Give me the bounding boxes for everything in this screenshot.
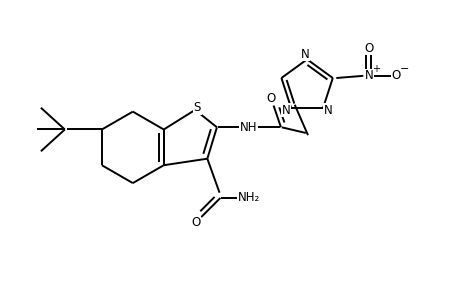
Text: NH₂: NH₂ [238,191,260,204]
Text: N: N [282,104,290,117]
Text: S: S [193,101,201,114]
Text: −: − [400,64,409,74]
Text: O: O [191,216,200,229]
Text: +: + [372,64,380,74]
Text: N: N [300,47,309,61]
Text: O: O [364,42,373,55]
Text: N: N [324,104,333,117]
Text: O: O [392,69,401,82]
Text: O: O [267,92,276,105]
Text: N: N [365,69,374,82]
Text: NH: NH [240,121,257,134]
